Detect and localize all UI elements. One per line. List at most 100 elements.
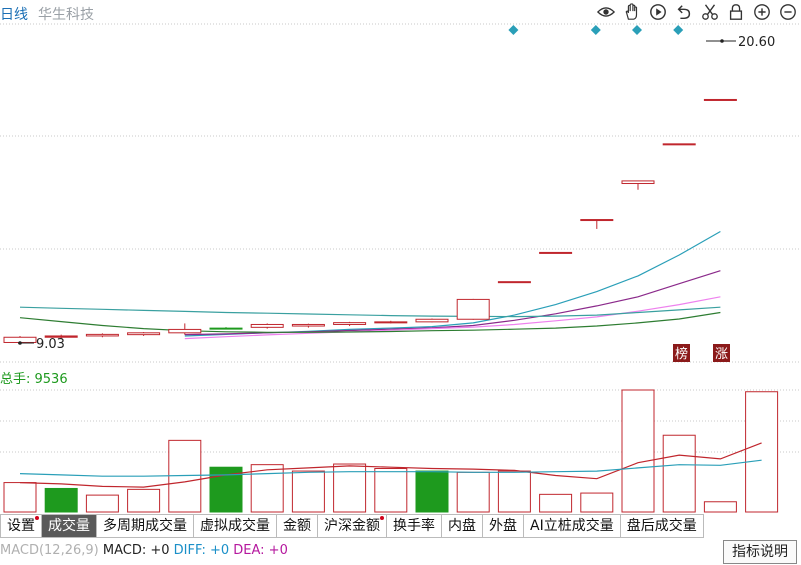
tab-label: 换手率 — [393, 518, 435, 534]
signal-marker[interactable] — [590, 25, 601, 35]
candle-body[interactable] — [333, 322, 367, 325]
scissors-icon[interactable] — [699, 2, 721, 22]
toolbar — [595, 2, 799, 22]
ma-line — [19, 306, 721, 318]
candle-body[interactable] — [209, 327, 243, 330]
dea-value: DEA: +0 — [233, 543, 288, 558]
tab-label: 盘后成交量 — [626, 518, 697, 534]
candle-body[interactable] — [621, 180, 655, 185]
period-label[interactable]: 日线 — [0, 7, 28, 23]
candle-body[interactable] — [580, 219, 614, 222]
candle-body[interactable] — [662, 143, 696, 146]
candle-body[interactable] — [85, 333, 119, 337]
tab-6[interactable]: 换手率 — [387, 514, 442, 538]
volume-bar[interactable] — [745, 391, 779, 513]
undo-icon[interactable] — [673, 2, 695, 22]
candle-body[interactable] — [703, 98, 737, 101]
candle-body[interactable] — [456, 298, 490, 320]
volume-bar[interactable] — [580, 492, 614, 513]
tab-label: 多周期成交量 — [103, 518, 187, 534]
indicator-tabs: 设置 成交量 多周期成交量 虚拟成交量 金额 沪深金额 换手率 内盘 外盘 AI立桩成交量 盘后成交… — [0, 514, 704, 538]
tab-10[interactable]: 盘后成交量 — [620, 514, 704, 538]
high-price-label: 20.60 — [738, 35, 775, 50]
volume-bar[interactable] — [250, 464, 284, 513]
candle-body[interactable] — [374, 321, 408, 324]
new-dot-icon — [380, 516, 384, 520]
new-dot-icon — [35, 516, 39, 520]
signal-markers — [508, 25, 684, 35]
badge-bang[interactable]: 榜 — [673, 344, 690, 362]
volume-bar[interactable] — [415, 470, 449, 513]
candle-body[interactable] — [168, 328, 202, 334]
candle-body[interactable] — [497, 281, 531, 284]
low-price-marker: 9.03 — [18, 337, 65, 352]
signal-marker[interactable] — [632, 25, 642, 35]
low-price-label: 9.03 — [36, 337, 65, 352]
candle-body[interactable] — [291, 323, 325, 327]
volume-ma-line — [19, 442, 762, 488]
price-grid — [0, 23, 801, 363]
ma-line — [184, 230, 721, 337]
tab-label: 设置 — [7, 518, 35, 534]
diff-value: DIFF: +0 — [173, 543, 230, 558]
volume-bar[interactable] — [3, 482, 37, 513]
volume-bar[interactable] — [291, 470, 325, 513]
ma-lines — [19, 230, 721, 340]
volume-total-label: 总手: 9536 — [0, 372, 68, 387]
zoom-in-icon[interactable] — [751, 2, 773, 22]
play-icon[interactable] — [647, 2, 669, 22]
tab-label: 外盘 — [489, 518, 517, 534]
tab-label: AI立桩成交量 — [530, 518, 614, 534]
tab-label: 沪深金额 — [324, 518, 380, 534]
candles — [3, 98, 737, 343]
volume-bar[interactable] — [85, 494, 119, 513]
tab-9[interactable]: AI立桩成交量 — [524, 514, 621, 538]
tab-0[interactable]: 设置 — [0, 514, 42, 538]
candle-body[interactable] — [44, 335, 78, 338]
ma-line — [19, 311, 721, 333]
tab-label: 成交量 — [48, 518, 90, 534]
volume-bar[interactable] — [127, 488, 161, 513]
badge-zhang[interactable]: 涨 — [713, 344, 730, 362]
tab-label: 虚拟成交量 — [200, 518, 270, 534]
volume-bar[interactable] — [539, 493, 573, 513]
volume-ma-line — [19, 459, 762, 477]
chart-canvas[interactable]: 20.60 9.03 榜 涨 — [0, 0, 801, 514]
macd-value: MACD: +0 — [102, 543, 170, 558]
tab-8[interactable]: 外盘 — [483, 514, 524, 538]
volume-bars — [3, 389, 779, 513]
signal-marker[interactable] — [508, 25, 519, 35]
tab-3[interactable]: 虚拟成交量 — [194, 514, 277, 538]
volume-bar[interactable] — [497, 470, 531, 513]
tab-7[interactable]: 内盘 — [442, 514, 483, 538]
volume-bar[interactable] — [456, 471, 490, 513]
volume-bar[interactable] — [44, 487, 78, 513]
stock-name: 华生科技 — [38, 7, 94, 23]
volume-bar[interactable] — [662, 434, 696, 513]
high-price-marker: 20.60 — [706, 35, 775, 50]
tab-4[interactable]: 金额 — [277, 514, 318, 538]
tab-label: 内盘 — [448, 518, 476, 534]
svg-text:榜: 榜 — [675, 346, 688, 362]
svg-text:涨: 涨 — [715, 347, 728, 362]
candle-body[interactable] — [539, 251, 573, 254]
eye-icon[interactable] — [595, 2, 617, 22]
tab-5[interactable]: 沪深金额 — [318, 514, 387, 538]
hand-icon[interactable] — [621, 2, 643, 22]
indicator-help-button[interactable]: 指标说明 — [723, 540, 797, 564]
candle-body[interactable] — [127, 332, 161, 336]
volume-bar[interactable] — [621, 389, 655, 513]
macd-prefix: MACD(12,26,9) — [0, 543, 99, 558]
tab-1[interactable]: 成交量 — [42, 514, 97, 538]
volume-bar[interactable] — [374, 468, 408, 513]
zoom-out-icon[interactable] — [777, 2, 799, 22]
lock-icon[interactable] — [725, 2, 747, 22]
signal-marker[interactable] — [673, 25, 684, 35]
ma-line — [184, 296, 721, 340]
tab-2[interactable]: 多周期成交量 — [97, 514, 194, 538]
candle-body[interactable] — [250, 323, 284, 328]
macd-row: MACD(12,26,9) MACD: +0 DIFF: +0 DEA: +0 — [0, 543, 288, 558]
candle-body[interactable] — [415, 318, 449, 323]
top-bar: 日线 华生科技 — [0, 0, 801, 24]
volume-bar[interactable] — [703, 501, 737, 513]
